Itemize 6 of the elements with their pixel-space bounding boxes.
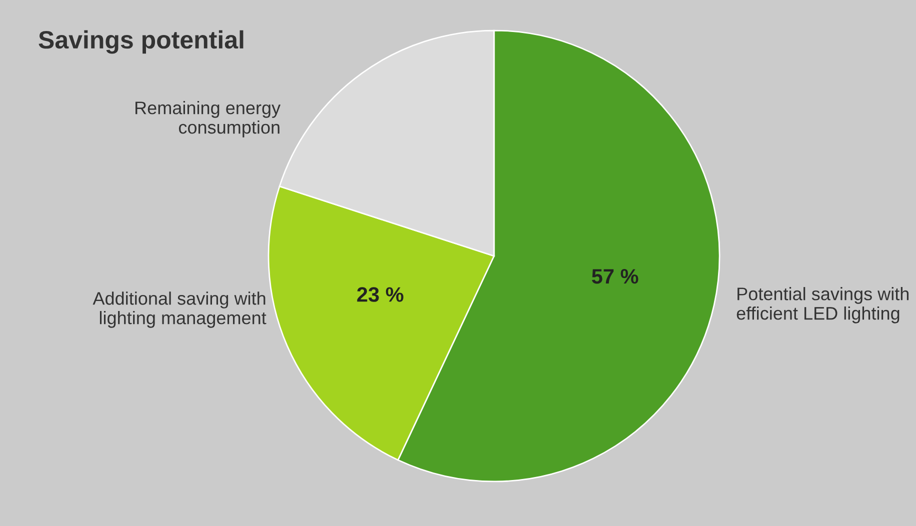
data-label: 57 % [592,269,638,284]
data-label: 23 % [357,287,404,302]
slice-label: Remaining energy consumption [136,101,281,138]
slice-label: Potential savings with efficient LED lighting [736,287,909,324]
slice-label: Additional saving with lighting management [92,292,266,328]
chart-title: Savings potential [38,30,244,54]
